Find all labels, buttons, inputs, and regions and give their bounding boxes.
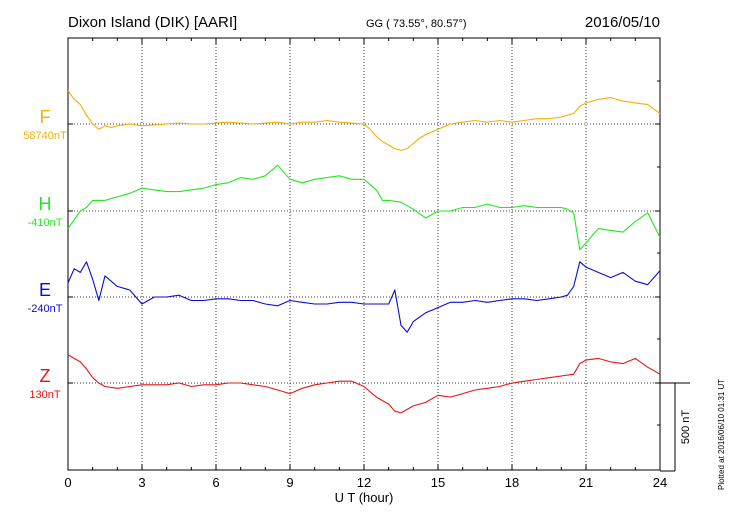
x-ticks: 0 3 6 9 12 15 18 21 24	[64, 38, 667, 490]
x-tick-label: 9	[286, 475, 293, 490]
x-tick-label: 0	[64, 475, 71, 490]
x-tick-label: 18	[505, 475, 519, 490]
plotted-at-note: Plotted at 2016/06/10 01:31 UT	[717, 379, 726, 490]
grid	[68, 38, 660, 470]
scale-bar: 500 nT	[660, 382, 692, 472]
station-title: Dixon Island (DIK) [AARI]	[68, 14, 237, 31]
series-layer	[67, 90, 661, 414]
x-tick-label: 3	[138, 475, 145, 490]
series-baseline-h: -410nT	[28, 217, 63, 229]
series-line-e	[67, 261, 661, 333]
series-line-f	[67, 90, 661, 151]
series-baseline-z: 130nT	[29, 389, 60, 401]
series-name-z: Z	[40, 366, 51, 386]
coords-label: GG ( 73.55°, 80.57°)	[366, 18, 467, 30]
series-baseline-e: -240nT	[28, 303, 63, 315]
x-tick-label: 12	[357, 475, 371, 490]
series-name-h: H	[39, 194, 52, 214]
series-line-h	[67, 164, 661, 251]
x-tick-label: 6	[212, 475, 219, 490]
series-baseline-f: 58740nT	[23, 130, 67, 142]
x-tick-label: 21	[579, 475, 593, 490]
series-line-z	[67, 354, 661, 414]
series-labels: F 58740nT H -410nT E -240nT Z 130nT	[23, 107, 67, 401]
scale-bar-label: 500 nT	[680, 410, 692, 445]
series-name-f: F	[40, 107, 51, 127]
series-name-e: E	[39, 280, 51, 300]
x-tick-label: 15	[431, 475, 445, 490]
x-tick-label: 24	[653, 475, 667, 490]
x-axis-title: U T (hour)	[335, 490, 394, 505]
date-label: 2016/05/10	[585, 14, 660, 31]
